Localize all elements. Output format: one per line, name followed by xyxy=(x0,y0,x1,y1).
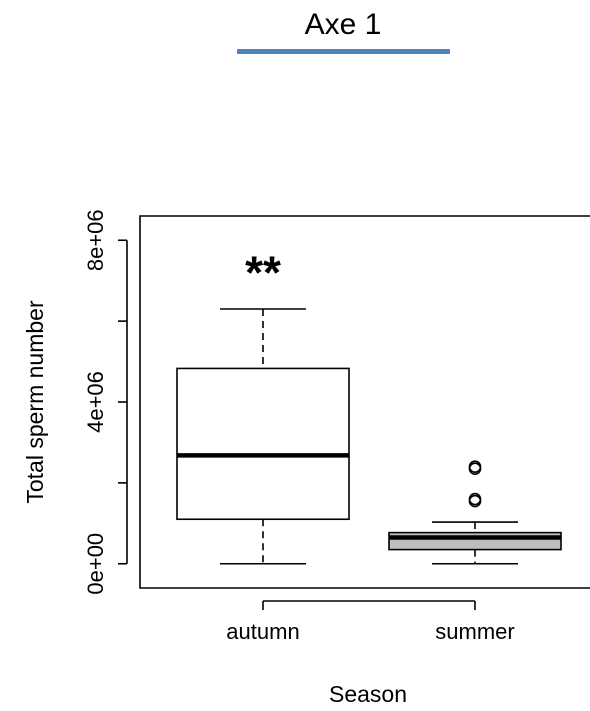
outlier-point-summer xyxy=(468,492,482,506)
y-tick-label: 0e+00 xyxy=(83,533,108,595)
y-tick-label: 8e+06 xyxy=(83,209,108,271)
significance-marker: ** xyxy=(245,247,281,299)
box-autumn xyxy=(176,367,350,521)
plot-frame xyxy=(139,215,590,589)
outlier-point-summer xyxy=(468,460,482,473)
y-axis-label: Total sperm number xyxy=(22,300,48,504)
y-tick-label: 4e+06 xyxy=(83,371,108,433)
plot-area: ** xyxy=(176,247,562,565)
box-summer xyxy=(388,531,562,551)
x-axis-label: Season xyxy=(329,681,407,707)
axes: 0e+00 4e+06 8e+06 autumn summer xyxy=(83,209,590,644)
slide-title: Axe 1 xyxy=(304,8,382,41)
x-tick-label-autumn: autumn xyxy=(226,619,299,644)
x-tick-label-summer: summer xyxy=(435,619,514,644)
title-underline xyxy=(237,49,450,54)
